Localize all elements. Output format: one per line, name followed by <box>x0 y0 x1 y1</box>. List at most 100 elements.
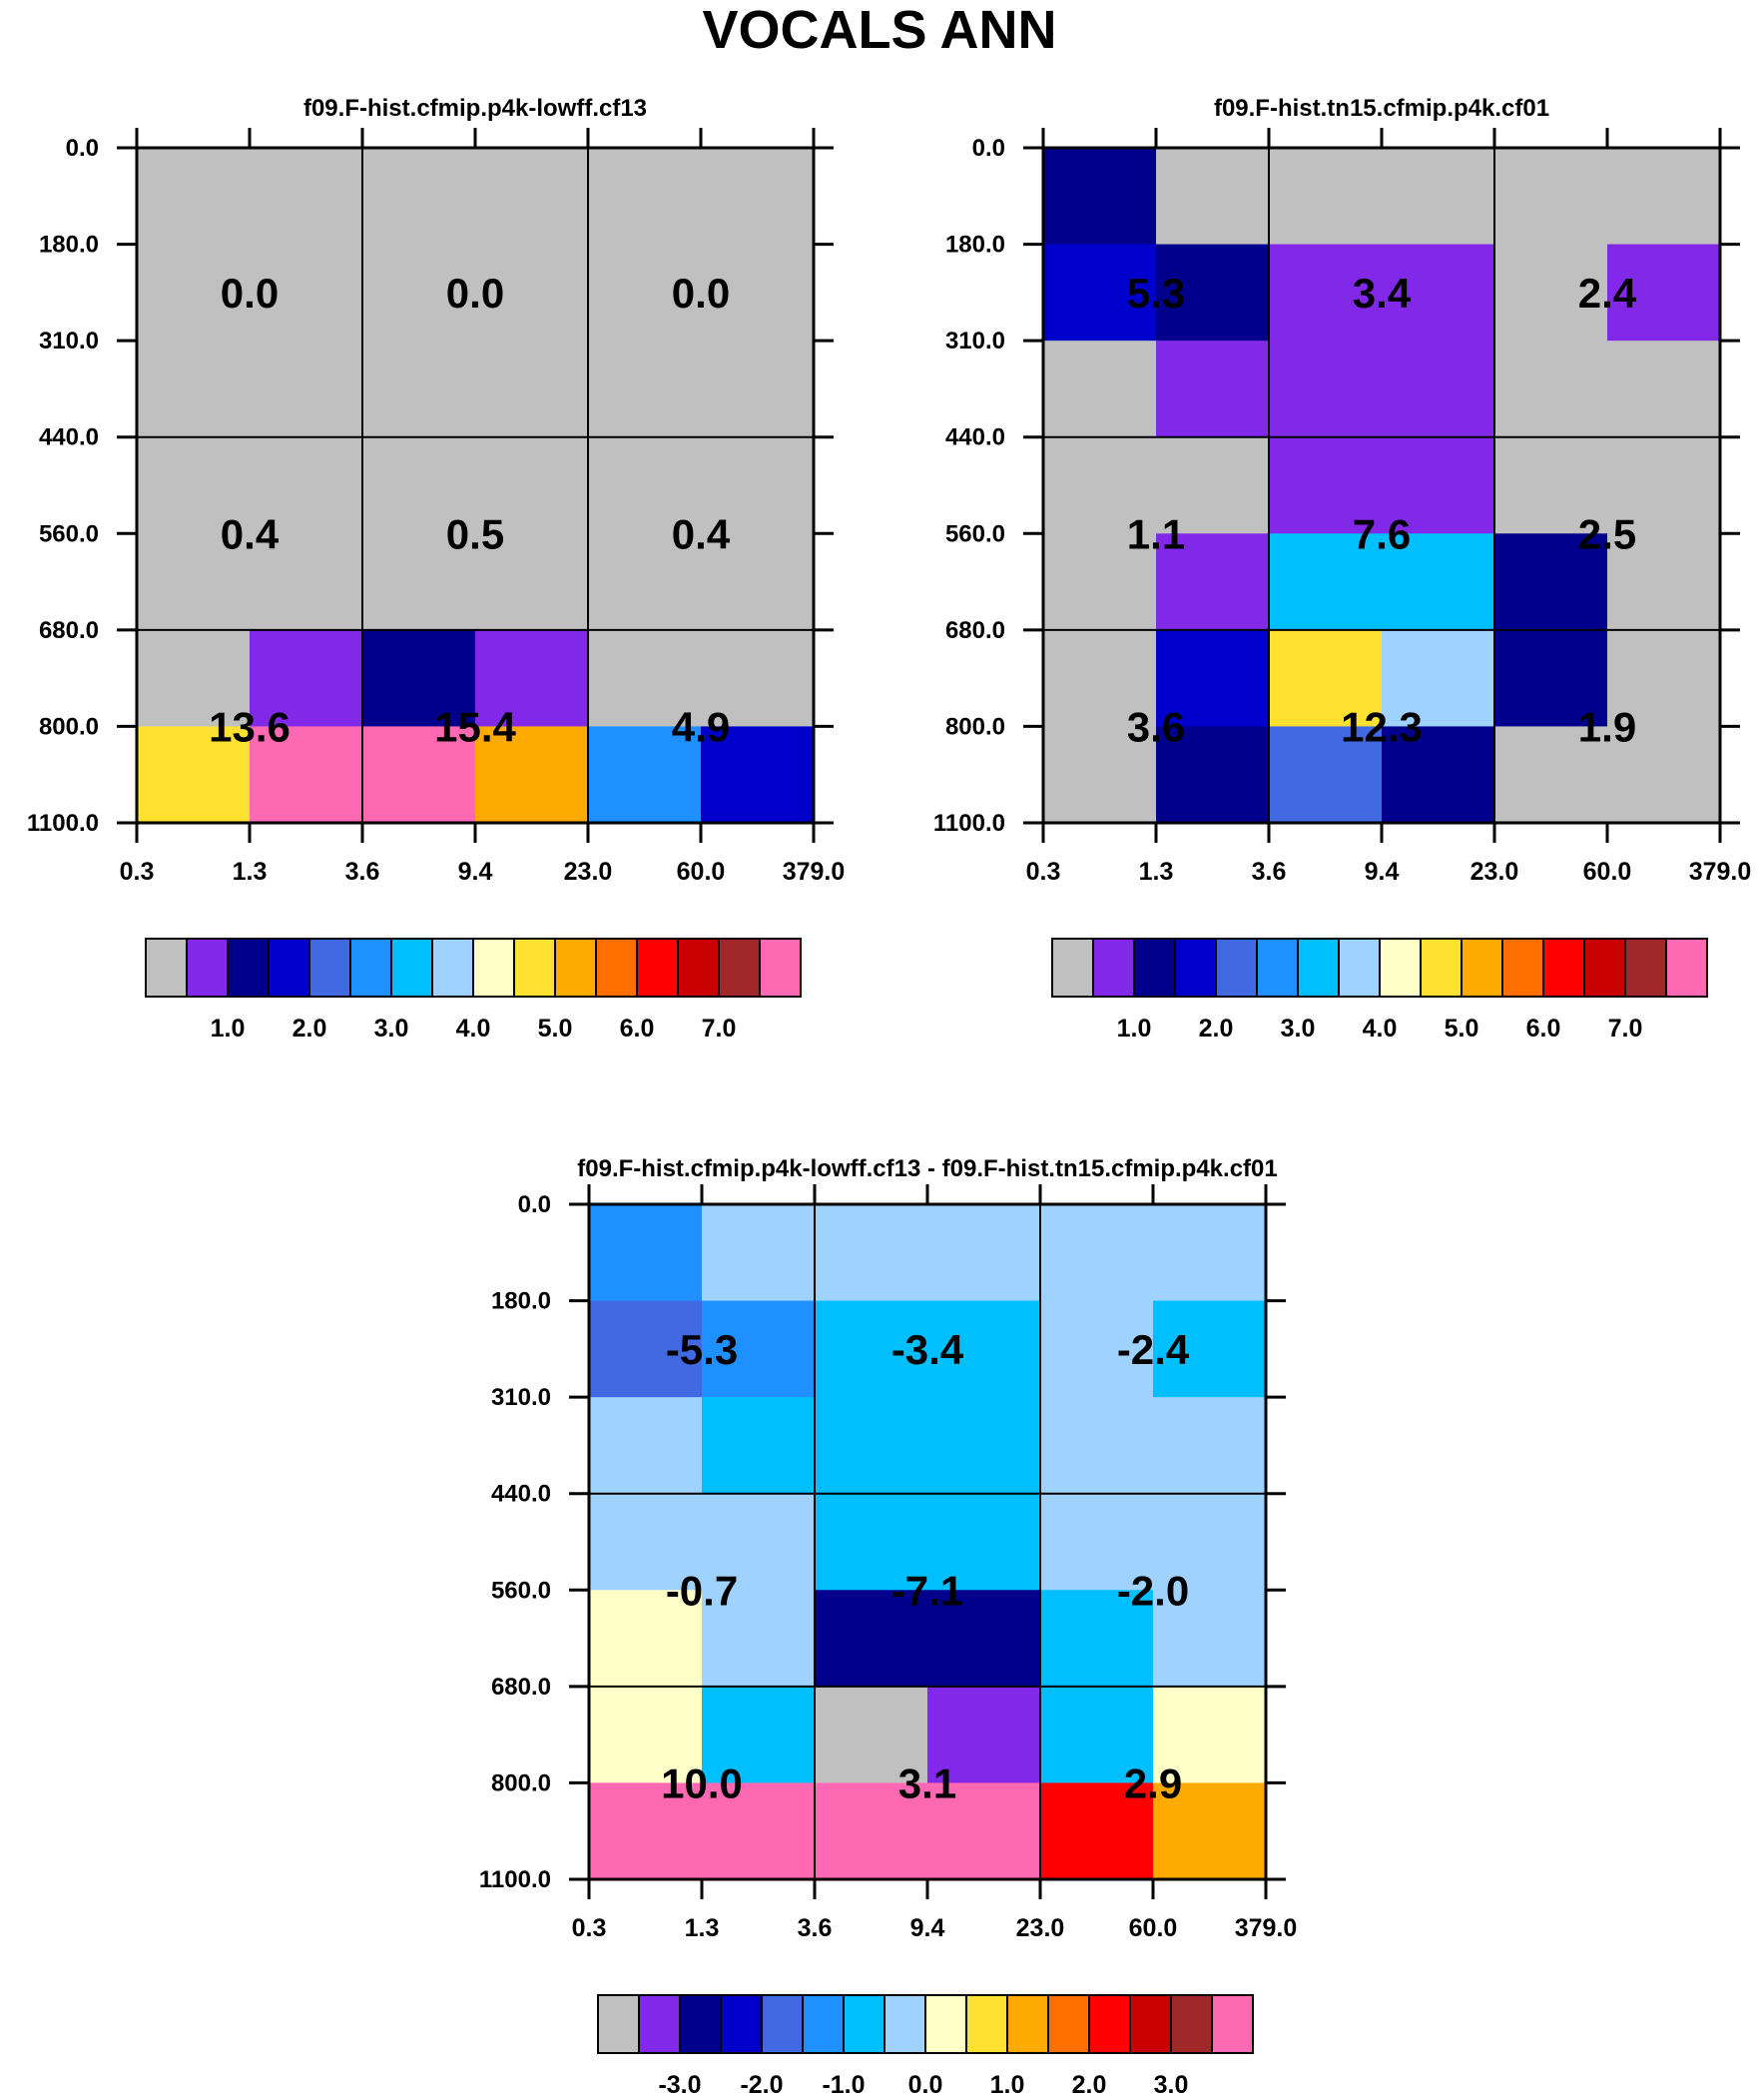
heatmap-cell <box>362 436 476 534</box>
heatmap-cell <box>588 726 702 824</box>
heatmap-cell <box>1269 533 1383 631</box>
heatmap-cell <box>1040 1782 1154 1880</box>
heatmap-cell <box>1043 533 1157 631</box>
heatmap-cell <box>137 533 251 631</box>
colorbar-swatch <box>883 1994 926 2054</box>
x-tick-label: 0.3 <box>572 1914 607 1942</box>
heatmap-cell <box>362 629 476 728</box>
colorbar-swatch <box>1583 938 1626 998</box>
colorbar-swatch <box>1051 938 1094 998</box>
data-label: 2.4 <box>1578 270 1637 317</box>
heatmap-cell <box>1153 1493 1267 1591</box>
data-label: 0.0 <box>446 270 504 317</box>
colorbar-swatch <box>1129 1994 1172 2054</box>
panel-title: f09.F-hist.cfmip.p4k-lowff.cf13 - f09.F-… <box>577 1155 1277 1182</box>
colorbar-swatch <box>1338 938 1381 998</box>
colorbar-label: 5.0 <box>538 1015 573 1043</box>
data-label: 0.0 <box>672 270 730 317</box>
heatmap-cell <box>1607 533 1721 631</box>
y-tick-label: 310.0 <box>945 328 1005 354</box>
heatmap-cell <box>701 533 815 631</box>
data-label: 13.6 <box>209 703 291 750</box>
heatmap-cell <box>1494 629 1608 728</box>
colorbar-label: 7.0 <box>1608 1015 1643 1043</box>
data-label: 3.4 <box>1353 270 1412 317</box>
x-tick-label: 379.0 <box>1689 858 1752 886</box>
heatmap-cell <box>1494 533 1608 631</box>
x-tick-label: 23.0 <box>564 858 613 886</box>
data-label: 0.0 <box>221 270 279 317</box>
colorbar-swatch <box>1379 938 1422 998</box>
heatmap-cell <box>588 148 702 246</box>
heatmap-cell <box>702 1300 816 1398</box>
data-label: 2.5 <box>1578 510 1636 557</box>
heatmap-cell <box>1382 533 1495 631</box>
heatmap-cell <box>1494 726 1608 824</box>
heatmap-cell <box>475 629 589 728</box>
colorbar-label: -1.0 <box>822 2071 865 2099</box>
heatmap-cell <box>1153 1204 1267 1302</box>
heatmap-cell <box>362 533 476 631</box>
heatmap-cell <box>1040 1300 1154 1398</box>
colorbar-swatch <box>638 1994 681 2054</box>
figure-title: VOCALS ANN <box>702 0 1056 60</box>
data-label: 15.4 <box>434 703 516 750</box>
colorbar-swatch <box>1297 938 1340 998</box>
colorbar-swatch <box>843 1994 885 2054</box>
heatmap-cell <box>1607 148 1721 246</box>
heatmap-cell <box>589 1300 703 1398</box>
y-tick-label: 440.0 <box>945 424 1005 451</box>
y-tick-label: 440.0 <box>491 1481 551 1508</box>
heatmap-cell <box>589 1493 703 1591</box>
heatmap-cell <box>137 436 251 534</box>
colorbar-swatch <box>802 1994 845 2054</box>
heatmap-cell <box>1153 1397 1267 1495</box>
colorbar-swatch <box>1174 938 1217 998</box>
data-label: -2.4 <box>1117 1326 1190 1373</box>
heatmap-cell <box>1494 341 1608 438</box>
heatmap-cell <box>1382 436 1495 534</box>
heatmap-cell <box>1153 1686 1267 1784</box>
colorbar-swatch <box>472 938 515 998</box>
heatmap-cell <box>1607 629 1721 728</box>
colorbar-swatch <box>186 938 229 998</box>
colorbar-swatch <box>595 938 638 998</box>
heatmap-cell <box>250 533 363 631</box>
heatmap-cell <box>1269 341 1383 438</box>
colorbar-swatch <box>554 938 597 998</box>
data-label: 3.6 <box>1127 703 1185 750</box>
x-tick-label: 23.0 <box>1470 858 1519 886</box>
x-tick-label: 9.4 <box>458 858 493 886</box>
heatmap-cell <box>702 1493 816 1591</box>
data-label: 4.9 <box>672 703 730 750</box>
heatmap-cell <box>1040 1590 1154 1688</box>
colorbar-label: 4.0 <box>456 1015 491 1043</box>
colorbar-label: 2.0 <box>293 1015 327 1043</box>
heatmap-cell <box>701 629 815 728</box>
heatmap-cell <box>815 1782 928 1880</box>
heatmap-cell <box>701 341 815 438</box>
y-tick-label: 560.0 <box>491 1577 551 1604</box>
colorbar-swatch <box>1461 938 1503 998</box>
colorbar-swatch <box>1170 1994 1213 2054</box>
x-tick-label: 60.0 <box>1129 1914 1178 1942</box>
panel-title: f09.F-hist.cfmip.p4k-lowff.cf13 <box>303 95 647 122</box>
colorbar-label: 2.0 <box>1199 1015 1234 1043</box>
heatmap-cell <box>250 436 363 534</box>
data-label: 5.3 <box>1127 270 1185 317</box>
x-tick-label: 60.0 <box>1583 858 1632 886</box>
colorbar-swatch <box>268 938 310 998</box>
heatmap-cell <box>250 629 363 728</box>
heatmap-cell <box>475 533 589 631</box>
heatmap-cell <box>137 341 251 438</box>
y-tick-label: 180.0 <box>491 1288 551 1315</box>
heatmap-cell <box>927 1204 1041 1302</box>
heatmap-cell <box>1156 726 1270 824</box>
colorbar-swatch <box>349 938 392 998</box>
heatmap-cell <box>1153 1300 1267 1398</box>
x-tick-label: 3.6 <box>798 1914 833 1942</box>
heatmap-cell <box>1382 244 1495 342</box>
y-tick-label: 310.0 <box>39 328 99 354</box>
y-tick-label: 680.0 <box>491 1674 551 1701</box>
heatmap-cell <box>1043 436 1157 534</box>
